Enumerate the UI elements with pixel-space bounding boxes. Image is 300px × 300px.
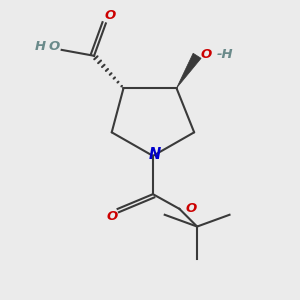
Text: O: O bbox=[106, 210, 117, 224]
Text: O: O bbox=[49, 40, 60, 53]
Text: -H: -H bbox=[216, 48, 233, 61]
Text: N: N bbox=[148, 147, 160, 162]
Text: O: O bbox=[185, 202, 197, 215]
Text: O: O bbox=[200, 48, 211, 61]
Text: H: H bbox=[34, 40, 46, 53]
Polygon shape bbox=[176, 53, 201, 88]
Text: O: O bbox=[105, 9, 116, 22]
